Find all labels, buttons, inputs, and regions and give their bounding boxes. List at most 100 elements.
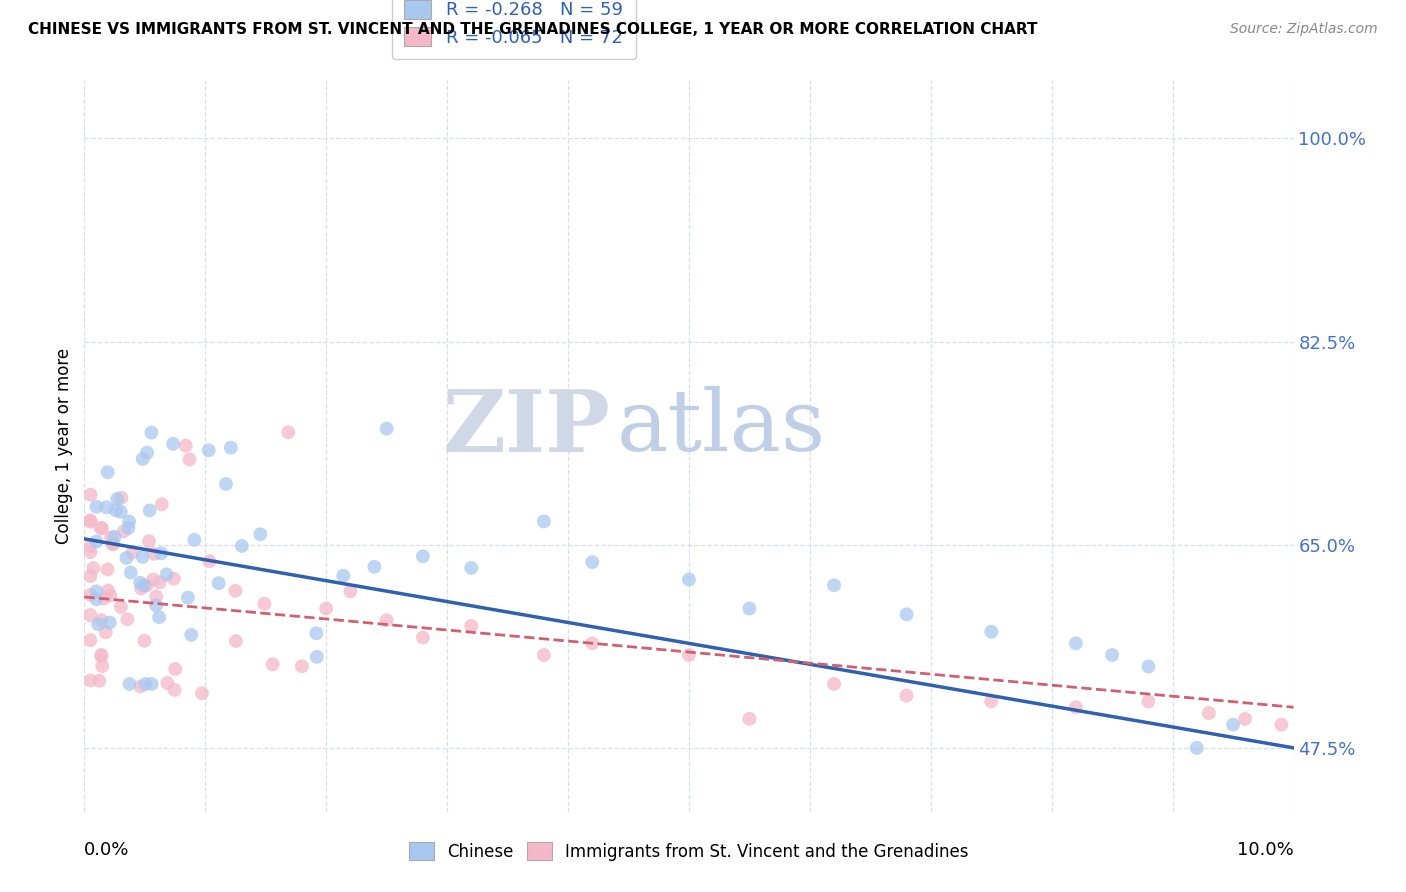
- Point: [110, 491, 132, 505]
- Point: [581, 636, 603, 650]
- Point: [896, 689, 918, 703]
- Point: [896, 607, 918, 622]
- Point: [277, 425, 299, 440]
- Point: [118, 677, 141, 691]
- Point: [163, 572, 186, 586]
- Point: [197, 443, 219, 458]
- Point: [1137, 694, 1160, 708]
- Point: [253, 597, 276, 611]
- Point: [207, 576, 229, 591]
- Point: [97, 583, 120, 598]
- Point: [1222, 717, 1244, 731]
- Point: [129, 680, 152, 694]
- Point: [291, 659, 314, 673]
- Point: [738, 601, 761, 615]
- Point: [86, 534, 108, 549]
- Point: [1198, 706, 1220, 720]
- Point: [533, 648, 555, 662]
- Point: [215, 477, 238, 491]
- Point: [94, 625, 117, 640]
- Point: [412, 631, 434, 645]
- Point: [533, 515, 555, 529]
- Point: [191, 686, 214, 700]
- Point: [91, 659, 114, 673]
- Point: [231, 539, 253, 553]
- Point: [1101, 648, 1123, 662]
- Point: [82, 561, 104, 575]
- Point: [79, 545, 101, 559]
- Point: [177, 591, 200, 605]
- Point: [198, 554, 221, 568]
- Point: [103, 537, 125, 551]
- Point: [136, 445, 159, 459]
- Text: CHINESE VS IMMIGRANTS FROM ST. VINCENT AND THE GRENADINES COLLEGE, 1 YEAR OR MOR: CHINESE VS IMMIGRANTS FROM ST. VINCENT A…: [28, 22, 1038, 37]
- Point: [305, 626, 328, 640]
- Point: [179, 452, 201, 467]
- Point: [90, 648, 112, 662]
- Point: [79, 673, 101, 688]
- Point: [89, 673, 111, 688]
- Point: [156, 676, 179, 690]
- Point: [363, 559, 385, 574]
- Point: [79, 488, 101, 502]
- Point: [678, 573, 700, 587]
- Point: [460, 561, 482, 575]
- Point: [98, 589, 121, 603]
- Point: [96, 500, 118, 515]
- Point: [134, 677, 156, 691]
- Point: [98, 615, 121, 630]
- Point: [581, 555, 603, 569]
- Point: [1064, 700, 1087, 714]
- Point: [180, 628, 202, 642]
- Point: [149, 575, 172, 590]
- Point: [110, 505, 132, 519]
- Point: [138, 534, 160, 549]
- Y-axis label: College, 1 year or more: College, 1 year or more: [55, 348, 73, 544]
- Point: [305, 649, 328, 664]
- Point: [138, 503, 160, 517]
- Point: [86, 584, 108, 599]
- Point: [110, 599, 132, 614]
- Point: [117, 521, 139, 535]
- Point: [121, 546, 143, 560]
- Point: [105, 491, 128, 506]
- Point: [141, 425, 163, 440]
- Point: [155, 567, 177, 582]
- Point: [174, 439, 197, 453]
- Point: [412, 549, 434, 564]
- Point: [132, 578, 155, 592]
- Point: [1185, 740, 1208, 755]
- Point: [79, 608, 101, 623]
- Point: [1137, 659, 1160, 673]
- Text: 0.0%: 0.0%: [84, 841, 129, 859]
- Point: [91, 521, 114, 535]
- Point: [219, 441, 242, 455]
- Point: [1270, 717, 1292, 731]
- Point: [86, 592, 108, 607]
- Point: [79, 569, 101, 583]
- Point: [980, 694, 1002, 708]
- Point: [129, 582, 152, 596]
- Point: [262, 657, 284, 672]
- Point: [117, 612, 139, 626]
- Point: [97, 465, 120, 479]
- Point: [145, 599, 167, 613]
- Point: [90, 521, 112, 535]
- Point: [93, 591, 115, 606]
- Point: [134, 633, 156, 648]
- Point: [104, 503, 127, 517]
- Point: [79, 515, 101, 529]
- Point: [79, 588, 101, 602]
- Point: [375, 613, 398, 627]
- Point: [100, 530, 122, 544]
- Point: [738, 712, 761, 726]
- Point: [224, 583, 246, 598]
- Point: [104, 530, 127, 544]
- Point: [339, 584, 361, 599]
- Point: [129, 575, 152, 590]
- Point: [225, 634, 247, 648]
- Point: [86, 500, 108, 514]
- Point: [97, 562, 120, 576]
- Text: ZIP: ZIP: [443, 385, 610, 470]
- Point: [823, 677, 845, 691]
